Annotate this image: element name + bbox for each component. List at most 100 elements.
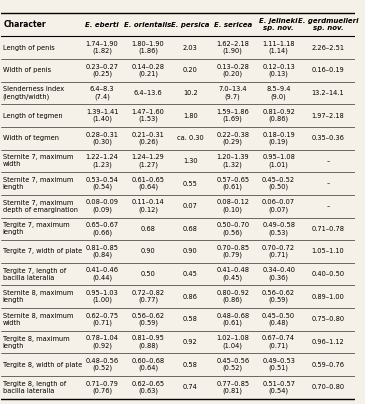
Text: 0.58: 0.58	[183, 316, 198, 322]
Text: 0.95–1.03
(1.00): 0.95–1.03 (1.00)	[86, 290, 118, 303]
Text: 7.0–13.4
(9.7): 7.0–13.4 (9.7)	[218, 86, 247, 100]
Text: Sternite 7, maximum
length: Sternite 7, maximum length	[3, 177, 73, 190]
Text: 6.4–8.3
(7.4): 6.4–8.3 (7.4)	[90, 86, 114, 100]
Text: 0.62–0.65
(0.63): 0.62–0.65 (0.63)	[131, 381, 165, 394]
Text: Sternite 8, maximum
width: Sternite 8, maximum width	[3, 313, 73, 326]
Text: 0.23–0.27
(0.25): 0.23–0.27 (0.25)	[85, 63, 119, 77]
Text: 1.05–1.10: 1.05–1.10	[312, 248, 345, 255]
Text: 0.49–0.53
(0.51): 0.49–0.53 (0.51)	[262, 358, 295, 371]
Text: 0.75–0.80: 0.75–0.80	[311, 316, 345, 322]
Text: 0.77–0.85
(0.81): 0.77–0.85 (0.81)	[216, 381, 249, 394]
Text: 0.95–1.08
(1.01): 0.95–1.08 (1.01)	[262, 154, 295, 168]
Text: 1.80–1.90
(1.86): 1.80–1.90 (1.86)	[132, 41, 164, 55]
Text: Sternite 8, maximum
length: Sternite 8, maximum length	[3, 290, 73, 303]
Text: 0.90: 0.90	[183, 248, 198, 255]
Text: 0.18–0.19
(0.19): 0.18–0.19 (0.19)	[262, 132, 295, 145]
Text: 0.49–0.58
(0.53): 0.49–0.58 (0.53)	[262, 222, 295, 236]
Text: 0.56–0.62
(0.59): 0.56–0.62 (0.59)	[262, 290, 295, 303]
Text: 0.50: 0.50	[141, 271, 155, 277]
Text: 0.57–0.65
(0.61): 0.57–0.65 (0.61)	[216, 177, 249, 190]
Text: 0.20: 0.20	[183, 67, 198, 74]
Text: –: –	[326, 203, 330, 209]
Text: 1.02–1.08
(1.04): 1.02–1.08 (1.04)	[216, 335, 249, 349]
Text: 0.11–0.14
(0.12): 0.11–0.14 (0.12)	[132, 200, 164, 213]
Text: 8.5–9.4
(9.0): 8.5–9.4 (9.0)	[266, 86, 291, 100]
Text: E. orientalis: E. orientalis	[124, 22, 172, 28]
Text: –: –	[326, 158, 330, 164]
Text: 0.90: 0.90	[141, 248, 155, 255]
Text: 0.41–0.46
(0.44): 0.41–0.46 (0.44)	[85, 267, 119, 281]
Text: E. persica: E. persica	[171, 22, 210, 28]
Text: 0.48–0.56
(0.52): 0.48–0.56 (0.52)	[85, 358, 119, 371]
Text: 13.2–14.1: 13.2–14.1	[312, 90, 345, 96]
Text: 6.4–13.6: 6.4–13.6	[134, 90, 162, 96]
Text: 0.08–0.09
(0.09): 0.08–0.09 (0.09)	[85, 200, 119, 213]
Text: 0.59–0.76: 0.59–0.76	[312, 362, 345, 368]
Text: 1.62–2.18
(1.90): 1.62–2.18 (1.90)	[216, 41, 249, 55]
Text: 0.45–0.56
(0.52): 0.45–0.56 (0.52)	[216, 358, 249, 371]
Text: Tergite 7, length of
bacilla lateralia: Tergite 7, length of bacilla lateralia	[3, 267, 66, 281]
Text: 0.58: 0.58	[183, 362, 198, 368]
Text: 1.59–1.86
(1.69): 1.59–1.86 (1.69)	[216, 109, 249, 122]
Text: E. gerdmuelleri
sp. nov.: E. gerdmuelleri sp. nov.	[298, 19, 358, 32]
Text: 0.68: 0.68	[183, 226, 198, 232]
Text: 0.86: 0.86	[183, 294, 198, 300]
Text: 1.47–1.60
(1.53): 1.47–1.60 (1.53)	[131, 109, 164, 122]
Text: 2.26–2.51: 2.26–2.51	[312, 45, 345, 51]
Text: 0.22–0.38
(0.29): 0.22–0.38 (0.29)	[216, 132, 249, 145]
Text: Tergite 7, maximum
length: Tergite 7, maximum length	[3, 222, 69, 235]
Text: Sternite 7, maximum
depth of emargination: Sternite 7, maximum depth of emarginatio…	[3, 200, 78, 213]
Text: 0.81–0.85
(0.84): 0.81–0.85 (0.84)	[85, 245, 119, 258]
Text: 0.71–0.79
(0.76): 0.71–0.79 (0.76)	[86, 381, 119, 394]
Text: Tergite 7, width of plate: Tergite 7, width of plate	[3, 248, 82, 255]
Text: 0.67–0.74
(0.71): 0.67–0.74 (0.71)	[262, 335, 295, 349]
Text: 10.2: 10.2	[183, 90, 198, 96]
Text: 0.28–0.31
(0.30): 0.28–0.31 (0.30)	[86, 132, 119, 145]
Text: 0.48–0.68
(0.61): 0.48–0.68 (0.61)	[216, 313, 249, 326]
Text: 1.11–1.18
(1.14): 1.11–1.18 (1.14)	[262, 41, 295, 55]
Text: Character: Character	[3, 21, 46, 29]
Text: 0.70–0.72
(0.71): 0.70–0.72 (0.71)	[262, 245, 295, 258]
Text: 0.40–0.50: 0.40–0.50	[311, 271, 345, 277]
Text: 0.13–0.28
(0.20): 0.13–0.28 (0.20)	[216, 63, 249, 77]
Text: 0.78–1.04
(0.92): 0.78–1.04 (0.92)	[85, 335, 119, 349]
Text: 0.71–0.78: 0.71–0.78	[312, 226, 345, 232]
Text: –: –	[326, 181, 330, 187]
Text: 1.74–1.90
(1.82): 1.74–1.90 (1.82)	[86, 41, 118, 55]
Text: ca. 0.30: ca. 0.30	[177, 135, 204, 141]
Text: 0.56–0.62
(0.59): 0.56–0.62 (0.59)	[131, 313, 165, 326]
Text: 0.55: 0.55	[183, 181, 198, 187]
Text: 0.65–0.67
(0.66): 0.65–0.67 (0.66)	[85, 222, 119, 236]
Text: Slenderness index
(length/width): Slenderness index (length/width)	[3, 86, 64, 100]
Text: 0.14–0.28
(0.21): 0.14–0.28 (0.21)	[131, 63, 165, 77]
Text: E. eberti: E. eberti	[85, 22, 119, 28]
Text: 0.74: 0.74	[183, 384, 198, 390]
Text: Tergite 8, maximum
length: Tergite 8, maximum length	[3, 335, 69, 349]
Text: 1.22–1.24
(1.23): 1.22–1.24 (1.23)	[86, 154, 119, 168]
Text: Tergite 8, length of
bacilla lateralia: Tergite 8, length of bacilla lateralia	[3, 381, 66, 394]
Text: 0.51–0.57
(0.54): 0.51–0.57 (0.54)	[262, 381, 295, 394]
Text: Sternite 7, maximum
width: Sternite 7, maximum width	[3, 154, 73, 167]
Text: Tergite 8, width of plate: Tergite 8, width of plate	[3, 362, 82, 368]
Text: 2.03: 2.03	[183, 45, 198, 51]
Text: 0.21–0.31
(0.26): 0.21–0.31 (0.26)	[132, 132, 164, 145]
Text: 0.06–0.07
(0.07): 0.06–0.07 (0.07)	[262, 200, 295, 213]
Text: 0.80–0.92
(0.86): 0.80–0.92 (0.86)	[216, 290, 249, 303]
Text: 0.41–0.48
(0.45): 0.41–0.48 (0.45)	[216, 267, 249, 281]
Text: 0.08–0.12
(0.10): 0.08–0.12 (0.10)	[216, 200, 249, 213]
Text: 0.81–0.92
(0.86): 0.81–0.92 (0.86)	[262, 109, 295, 122]
Text: Width of tegmen: Width of tegmen	[3, 135, 59, 141]
Text: E. jelineki
sp. nov.: E. jelineki sp. nov.	[260, 19, 298, 32]
Text: 0.70–0.80: 0.70–0.80	[311, 384, 345, 390]
Text: 0.35–0.36: 0.35–0.36	[312, 135, 345, 141]
Text: 1.24–1.29
(1.27): 1.24–1.29 (1.27)	[132, 154, 164, 168]
Text: 0.96–1.12: 0.96–1.12	[312, 339, 345, 345]
Text: 0.92: 0.92	[183, 339, 198, 345]
Text: 0.72–0.82
(0.77): 0.72–0.82 (0.77)	[131, 290, 165, 303]
Text: E. sericea: E. sericea	[214, 22, 252, 28]
Text: 0.07: 0.07	[183, 203, 198, 209]
Text: 0.45: 0.45	[183, 271, 198, 277]
Text: 1.97–2.18: 1.97–2.18	[312, 113, 345, 119]
Text: Length of penis: Length of penis	[3, 45, 54, 51]
Text: 1.39–1.41
(1.40): 1.39–1.41 (1.40)	[86, 109, 118, 122]
